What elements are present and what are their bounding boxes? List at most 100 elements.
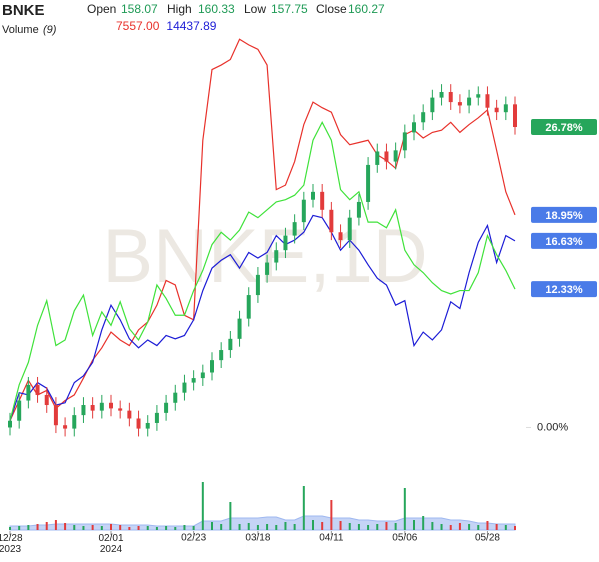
volume-bar bbox=[229, 502, 232, 530]
x-tick-label: 02/01 2024 bbox=[98, 533, 123, 555]
candle-body bbox=[467, 97, 472, 106]
legend-entry: 14437.89 bbox=[166, 19, 216, 33]
series-line bbox=[9, 120, 516, 421]
legend-entry: 7557.00 bbox=[116, 19, 160, 33]
y-tick-label: 0.00% bbox=[537, 421, 568, 433]
volume-bar bbox=[174, 527, 177, 530]
volume-bar bbox=[165, 526, 168, 530]
candle-body bbox=[109, 402, 113, 409]
volume-bar bbox=[321, 522, 324, 530]
candle-body bbox=[513, 104, 517, 128]
candle-body bbox=[53, 405, 58, 426]
volume-bar bbox=[413, 520, 415, 530]
low-label: Low bbox=[244, 2, 266, 16]
volume-bar bbox=[91, 525, 94, 530]
candle-body bbox=[439, 92, 444, 98]
volume-bar bbox=[302, 486, 305, 530]
volume-bar bbox=[45, 522, 48, 530]
volume-bar bbox=[495, 524, 498, 530]
close-label-box bbox=[531, 119, 597, 136]
volume-bar bbox=[220, 524, 223, 530]
candle-body bbox=[200, 372, 205, 379]
candle-body bbox=[63, 425, 68, 429]
candle-body bbox=[182, 382, 187, 393]
candle-body bbox=[283, 235, 288, 251]
candle-body bbox=[430, 97, 435, 113]
candle-body bbox=[72, 415, 77, 429]
candle-body bbox=[145, 422, 150, 429]
volume-bar bbox=[504, 525, 507, 530]
candle-body bbox=[35, 384, 40, 395]
x-tick-label: 04/11 bbox=[319, 533, 344, 544]
volume-bar bbox=[312, 520, 314, 530]
candle-body bbox=[421, 112, 426, 123]
candle-body bbox=[393, 150, 398, 162]
series-line bbox=[9, 214, 516, 421]
volume-bar bbox=[275, 525, 278, 530]
candle-body bbox=[265, 262, 270, 275]
volume-bar bbox=[486, 521, 489, 530]
volume-bar bbox=[339, 521, 342, 530]
candle-body bbox=[81, 405, 86, 416]
candle-body bbox=[219, 350, 224, 361]
volume-period: (9) bbox=[43, 24, 57, 36]
candle-body bbox=[494, 107, 499, 113]
low-value: 157.75 bbox=[271, 2, 308, 16]
volume-bar bbox=[137, 526, 140, 530]
volume-bar bbox=[36, 524, 39, 530]
volume-bar bbox=[330, 500, 333, 530]
volume-bar bbox=[376, 524, 379, 530]
candle-body bbox=[246, 295, 251, 319]
volume-bar bbox=[422, 516, 425, 530]
x-tick-label: 02/23 bbox=[181, 533, 206, 544]
close-label: 26.78% bbox=[545, 122, 583, 134]
candle-body bbox=[457, 102, 462, 106]
candle-body bbox=[8, 420, 12, 428]
x-tick-label: 05/28 bbox=[475, 533, 500, 544]
volume-bar bbox=[27, 525, 30, 530]
volume-bar bbox=[183, 525, 186, 530]
volume-ma bbox=[9, 515, 516, 531]
volume-label: Volume bbox=[2, 24, 39, 36]
volume-bar bbox=[477, 525, 480, 530]
volume-bar bbox=[468, 524, 471, 530]
series-last-label: 12.33% bbox=[545, 284, 583, 296]
volume-bar bbox=[458, 523, 461, 530]
volume-bar bbox=[73, 525, 76, 530]
candle-body bbox=[274, 250, 279, 263]
candle-body bbox=[118, 408, 123, 411]
volume-bar bbox=[100, 526, 103, 530]
volume-bar bbox=[82, 526, 85, 530]
candle-body bbox=[476, 94, 481, 98]
series-last-label-box bbox=[531, 206, 597, 223]
volume-bar bbox=[201, 482, 204, 530]
x-tick-label: 12/28 2023 bbox=[0, 533, 23, 555]
high-label: High bbox=[167, 2, 192, 16]
x-tick-label: 03/18 bbox=[245, 533, 270, 544]
close-label: Close bbox=[316, 2, 347, 16]
volume-bar bbox=[440, 524, 443, 530]
candle-body bbox=[485, 94, 490, 108]
series-last-label-box bbox=[531, 281, 597, 298]
candle-body bbox=[412, 122, 416, 133]
watermark: BNKE,1D bbox=[102, 214, 427, 299]
candle-body bbox=[17, 400, 22, 421]
volume-bar bbox=[128, 527, 131, 530]
volume-bar bbox=[348, 523, 351, 530]
volume-bar bbox=[192, 526, 195, 530]
volume-bar bbox=[284, 522, 287, 530]
high-value: 160.33 bbox=[198, 2, 235, 16]
candle-body bbox=[375, 151, 380, 165]
volume-bar bbox=[211, 522, 213, 530]
candle-body bbox=[366, 164, 371, 202]
volume-bar bbox=[247, 523, 250, 530]
series-last-label-box bbox=[531, 232, 597, 249]
candle-body bbox=[228, 338, 233, 351]
symbol: BNKE bbox=[2, 2, 45, 19]
open-label: Open bbox=[87, 2, 116, 16]
volume-bar bbox=[18, 526, 21, 530]
volume-bar bbox=[394, 523, 397, 530]
x-tick-label: 05/06 bbox=[392, 533, 417, 544]
candle-body bbox=[127, 410, 132, 419]
candle-body bbox=[320, 191, 325, 210]
